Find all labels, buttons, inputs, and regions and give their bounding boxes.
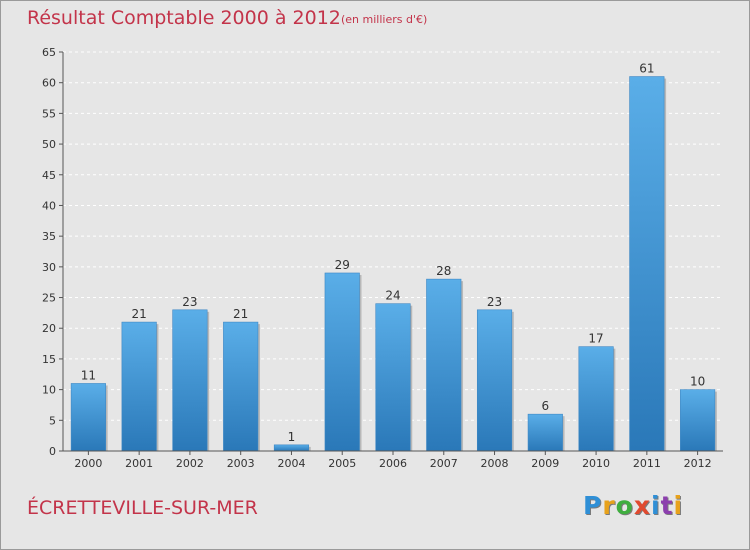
logo-letter: t: [660, 491, 674, 520]
data-label: 21: [132, 307, 147, 321]
bar: [324, 272, 360, 452]
y-tick-label: 60: [42, 77, 56, 90]
chart-title: Résultat Comptable 2000 à 2012: [27, 7, 341, 29]
y-tick-label: 50: [42, 138, 56, 151]
x-tick-label: 2009: [531, 457, 559, 470]
data-label: 23: [182, 295, 197, 309]
bars: 11 21 23 21 1 29 24 28 23 6 17 61 10: [70, 62, 717, 452]
bar: [629, 76, 665, 452]
x-tick-label: 2003: [227, 457, 255, 470]
chart-subtitle: (en milliers d'€): [341, 13, 428, 26]
commune-name: ÉCRETTEVILLE-SUR-MER: [27, 497, 258, 519]
logo-letter: r: [602, 491, 616, 520]
bar: [476, 309, 513, 452]
bar: [70, 383, 106, 452]
x-tick-label: 2005: [328, 457, 356, 470]
y-tick-label: 35: [42, 230, 56, 243]
y-tick-label: 15: [42, 353, 56, 366]
y-tick-label: 5: [49, 414, 56, 427]
y-tick-label: 55: [42, 107, 56, 120]
data-label: 17: [588, 332, 603, 346]
data-label: 6: [541, 399, 549, 413]
data-label: 28: [436, 264, 451, 278]
bar: [680, 389, 716, 452]
x-tick-label: 2004: [277, 457, 305, 470]
logo-letter: x: [633, 491, 651, 520]
x-tick-label: 2012: [684, 457, 712, 470]
data-label: 23: [487, 295, 502, 309]
bar: [223, 321, 259, 452]
bar: [172, 309, 208, 452]
data-label: 10: [690, 375, 705, 389]
logo-letter: P: [583, 491, 603, 520]
x-tick-label: 2007: [430, 457, 458, 470]
data-label: 1: [288, 430, 296, 444]
proxiti-logo: Proxiti: [583, 491, 683, 520]
logo-letter: o: [615, 491, 634, 520]
x-tick-label: 2000: [74, 457, 102, 470]
logo-letter: i: [673, 491, 684, 520]
data-label: 29: [335, 258, 350, 272]
y-tick-label: 40: [42, 199, 56, 212]
data-label: 11: [81, 368, 96, 382]
bar: [273, 444, 310, 452]
y-tick-label: 45: [42, 169, 56, 182]
data-label: 21: [233, 307, 248, 321]
x-tick-label: 2010: [582, 457, 610, 470]
bar: [527, 413, 563, 452]
x-tick-label: 2008: [481, 457, 509, 470]
y-tick-label: 0: [49, 445, 56, 458]
x-tick-label: 2002: [176, 457, 204, 470]
logo-letter: i: [651, 491, 661, 520]
y-tick-label: 30: [42, 261, 56, 274]
y-tick-label: 20: [42, 322, 56, 335]
x-tick-label: 2011: [633, 457, 661, 470]
axes: 0 5 10 15 20 25 30 35 40 45 50 55 60 65 2000 2001 2002 20…: [42, 46, 723, 470]
x-tick-label: 2001: [125, 457, 153, 470]
data-label: 24: [385, 289, 400, 303]
x-tick-label: 2006: [379, 457, 407, 470]
bar: [578, 346, 614, 452]
y-tick-label: 10: [42, 384, 56, 397]
y-tick-label: 25: [42, 292, 56, 305]
data-label: 61: [639, 62, 654, 76]
bar: [121, 321, 157, 452]
bar: [426, 278, 462, 452]
bar: [375, 303, 411, 452]
y-tick-label: 65: [42, 46, 56, 59]
